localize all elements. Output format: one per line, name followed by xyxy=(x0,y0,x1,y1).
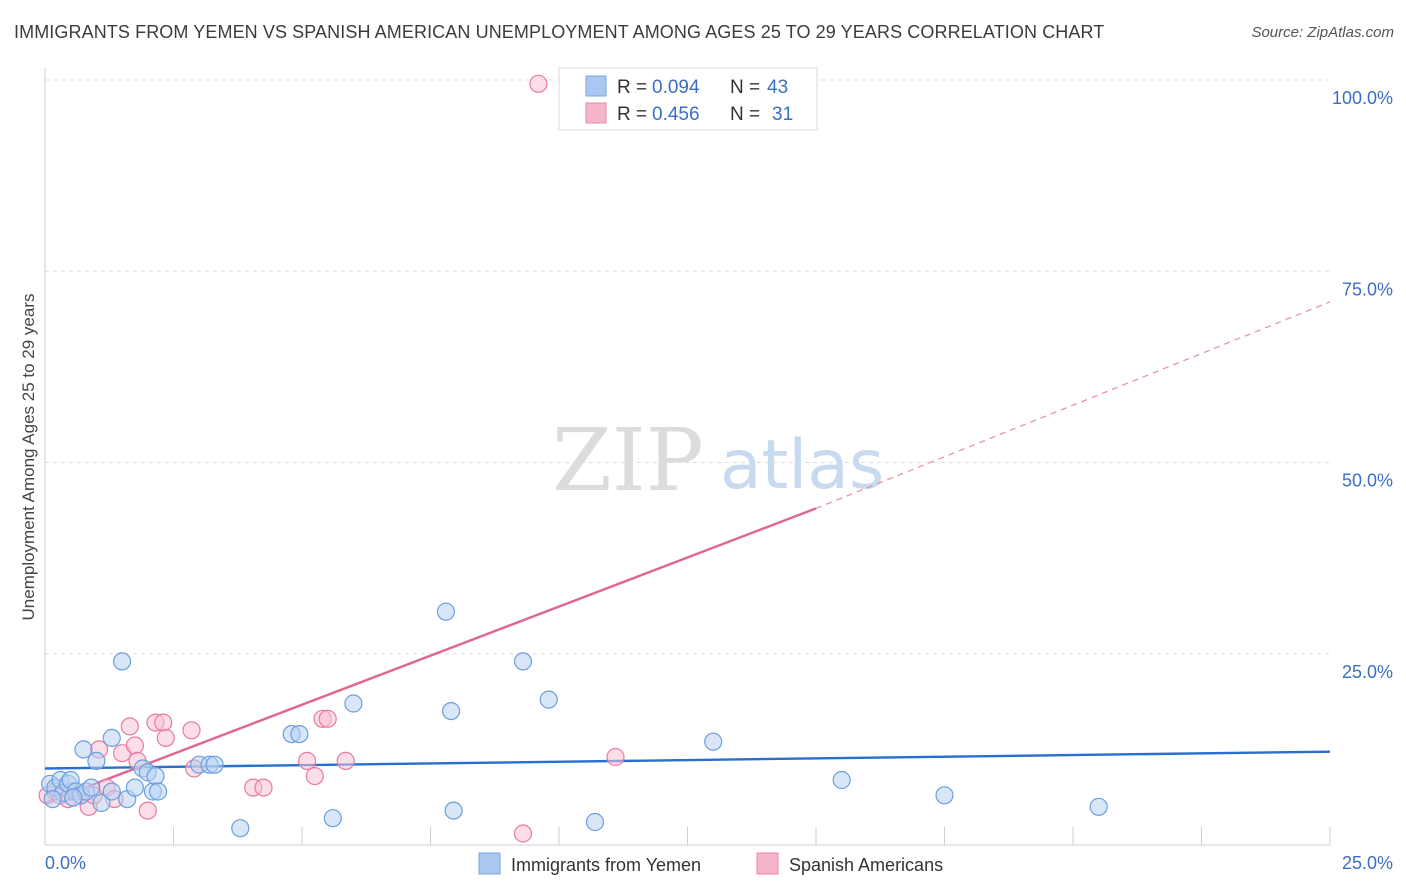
point-spanish-28 xyxy=(513,824,533,843)
point-yemen-31 xyxy=(436,602,455,621)
y-tick-label-3: 100.0% xyxy=(1332,88,1393,108)
point-yemen-17 xyxy=(125,778,144,797)
correlation-legend: R = 0.094 N = 43 R = 0.456 N = 31 xyxy=(558,67,818,131)
watermark-atlas: atlas xyxy=(720,426,884,505)
point-yemen-37 xyxy=(704,732,723,751)
point-spanish-13 xyxy=(125,736,144,755)
point-yemen-22 xyxy=(149,782,168,801)
point-spanish-19 xyxy=(182,721,201,740)
point-spanish-24 xyxy=(305,766,324,786)
legend-n-label-1: N = xyxy=(730,77,760,98)
x-tick-label-1: 25.0% xyxy=(1342,853,1393,873)
point-yemen-13 xyxy=(102,728,121,748)
chart-title: IMMIGRANTS FROM YEMEN VS SPANISH AMERICA… xyxy=(14,22,1105,42)
point-yemen-38 xyxy=(832,770,851,790)
point-spanish-22 xyxy=(254,778,273,797)
bottom-legend-label-spanish: Spanish Americans xyxy=(789,855,943,875)
point-yemen-14 xyxy=(102,782,121,801)
legend-r-value-1: 0.094 xyxy=(652,77,700,98)
trend-line-yemen xyxy=(44,750,1331,770)
point-yemen-35 xyxy=(539,690,558,709)
point-yemen-25 xyxy=(205,755,224,774)
point-yemen-34 xyxy=(513,652,533,671)
legend-n-value-2: 31 xyxy=(772,104,793,125)
watermark-zip: ZIP xyxy=(552,411,704,511)
point-spanish-26 xyxy=(318,709,337,728)
point-yemen-32 xyxy=(442,701,461,721)
bottom-legend-swatch-yemen xyxy=(478,852,501,875)
axes xyxy=(44,68,1331,846)
point-yemen-11 xyxy=(87,751,106,771)
legend-r-label-2: R = xyxy=(617,104,647,125)
bottom-legend-swatch-spanish xyxy=(756,852,779,875)
trend-line-spanish-extension xyxy=(815,301,1331,509)
point-yemen-42 xyxy=(64,788,83,807)
point-spanish-23 xyxy=(298,751,317,771)
point-yemen-41 xyxy=(43,789,62,809)
y-tick-label-1: 50.0% xyxy=(1342,471,1393,491)
point-spanish-29 xyxy=(529,74,548,93)
point-yemen-26 xyxy=(231,819,250,838)
y-axis-title: Unemployment Among Ages 25 to 29 years xyxy=(19,294,38,621)
point-yemen-15 xyxy=(112,652,132,671)
point-yemen-40 xyxy=(1089,797,1108,816)
point-yemen-28 xyxy=(290,724,309,744)
legend-r-label-1: R = xyxy=(617,77,647,98)
x-tick-label-0: 0.0% xyxy=(45,853,86,873)
legend-swatch-yemen xyxy=(585,75,607,97)
y-tick-label-2: 75.0% xyxy=(1342,279,1393,299)
point-yemen-30 xyxy=(344,694,363,713)
legend-n-value-1: 43 xyxy=(767,77,788,98)
legend-n-label-2: N = xyxy=(730,104,760,125)
point-yemen-8 xyxy=(74,740,93,759)
point-yemen-10 xyxy=(82,778,101,797)
point-spanish-30 xyxy=(606,747,625,767)
bottom-legend-label-yemen: Immigrants from Yemen xyxy=(511,855,701,875)
tick-labels: 25.0% 50.0% 75.0% 100.0% 0.0% 25.0% xyxy=(45,88,1393,873)
legend-r-value-2: 0.456 xyxy=(652,104,700,125)
point-spanish-27 xyxy=(336,751,355,771)
trend-line-spanish xyxy=(44,507,817,805)
grid-lines xyxy=(45,79,1330,655)
legend-swatch-spanish xyxy=(585,102,607,124)
point-spanish-17 xyxy=(154,713,173,732)
point-spanish-18 xyxy=(156,728,175,748)
data-points xyxy=(38,74,1108,843)
point-yemen-12 xyxy=(92,793,111,813)
y-tick-label-0: 25.0% xyxy=(1342,662,1393,682)
trend-lines xyxy=(44,301,1331,805)
point-yemen-39 xyxy=(935,786,954,805)
source-label: Source: ZipAtlas.com xyxy=(1251,24,1394,41)
point-spanish-12 xyxy=(120,717,139,736)
point-yemen-29 xyxy=(323,809,342,828)
series-legend: Immigrants from Yemen Spanish Americans xyxy=(478,852,943,875)
point-yemen-21 xyxy=(146,766,165,786)
point-yemen-33 xyxy=(444,801,463,820)
point-yemen-36 xyxy=(585,812,605,832)
point-spanish-15 xyxy=(138,801,157,820)
